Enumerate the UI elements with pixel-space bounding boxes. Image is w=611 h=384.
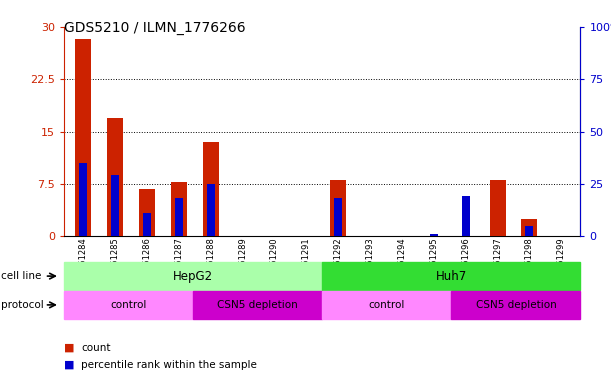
Text: cell line: cell line (1, 271, 42, 281)
Text: ■: ■ (64, 343, 75, 353)
Bar (430, 234, 438, 236)
Bar (171, 182, 187, 236)
Bar (522, 219, 538, 236)
Bar (489, 180, 505, 236)
Text: control: control (368, 300, 405, 310)
Bar (462, 196, 470, 236)
Text: HepG2: HepG2 (173, 270, 213, 283)
Bar (139, 189, 155, 236)
Text: protocol: protocol (1, 300, 44, 310)
Bar (175, 199, 183, 236)
Bar (525, 226, 533, 236)
Text: Huh7: Huh7 (436, 270, 467, 283)
Bar (331, 180, 346, 236)
Text: control: control (111, 300, 147, 310)
Bar (207, 184, 214, 236)
Text: GDS5210 / ILMN_1776266: GDS5210 / ILMN_1776266 (64, 21, 246, 35)
Text: percentile rank within the sample: percentile rank within the sample (81, 360, 257, 370)
Text: count: count (81, 343, 111, 353)
Bar (107, 118, 123, 236)
Text: ■: ■ (64, 360, 75, 370)
Text: CSN5 depletion: CSN5 depletion (475, 300, 556, 310)
Bar (203, 142, 219, 236)
Bar (75, 39, 91, 236)
Text: CSN5 depletion: CSN5 depletion (218, 300, 298, 310)
Bar (334, 199, 342, 236)
Bar (143, 213, 151, 236)
Bar (79, 163, 87, 236)
Bar (111, 175, 119, 236)
